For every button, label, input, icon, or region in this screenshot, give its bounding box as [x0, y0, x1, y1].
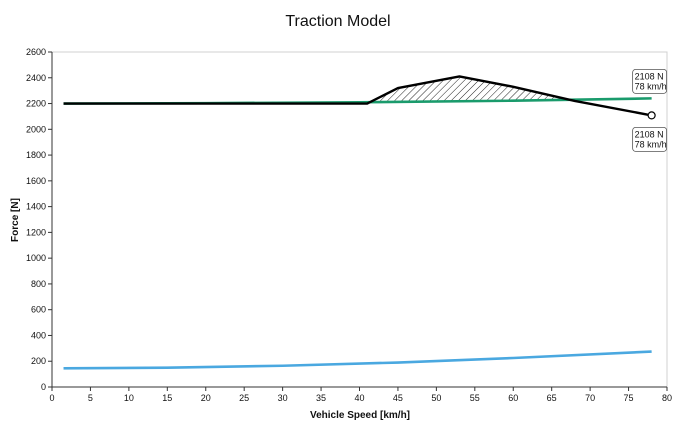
y-tick-label: 1800 — [26, 150, 46, 160]
x-tick-label: 50 — [431, 393, 441, 403]
annotation-speed: 78 km/h — [635, 139, 667, 149]
x-tick-label: 75 — [624, 393, 634, 403]
y-tick-label: 1600 — [26, 176, 46, 186]
plot-area: 0 5 10 15 20 25 30 35 40 45 50 55 60 65 70 75 8002004006… — [26, 47, 672, 403]
annotation-force: 2108 N — [635, 129, 664, 139]
y-tick-label: 2600 — [26, 47, 46, 57]
y-tick-label: 400 — [31, 330, 46, 340]
x-tick-label: 40 — [354, 393, 364, 403]
x-tick-label: 80 — [662, 393, 672, 403]
y-tick-label: 1200 — [26, 227, 46, 237]
x-tick-label: 30 — [278, 393, 288, 403]
chart-title: Traction Model — [285, 13, 390, 30]
annotation-box — [632, 68, 668, 94]
x-tick-label: 45 — [393, 393, 403, 403]
x-tick-label: 60 — [508, 393, 518, 403]
y-axis-title: Force [N] — [10, 198, 21, 242]
x-tick-label: 5 — [88, 393, 93, 403]
y-tick-label: 800 — [31, 279, 46, 289]
y-tick-label: 600 — [31, 305, 46, 315]
series-line-0 — [63, 75, 652, 117]
y-tick-label: 2200 — [26, 99, 46, 109]
x-tick-label: 65 — [547, 393, 557, 403]
x-tick-label: 15 — [162, 393, 172, 403]
annotation-box — [632, 126, 668, 152]
x-tick-label: 20 — [201, 393, 211, 403]
y-tick-label: 2000 — [26, 124, 46, 134]
end-point-marker — [647, 111, 656, 120]
series-line-2 — [63, 350, 652, 370]
y-tick-label: 0 — [41, 382, 46, 392]
y-tick-label: 200 — [31, 356, 46, 366]
x-tick-label: 10 — [124, 393, 134, 403]
x-tick-label: 70 — [585, 393, 595, 403]
hatched-area — [367, 76, 575, 104]
x-tick-label: 0 — [49, 393, 54, 403]
x-tick-label: 55 — [470, 393, 480, 403]
y-tick-label: 1000 — [26, 253, 46, 263]
y-tick-label: 1400 — [26, 202, 46, 212]
x-axis-title: Vehicle Speed [km/h] — [310, 410, 410, 421]
x-tick-label: 25 — [239, 393, 249, 403]
x-tick-label: 35 — [316, 393, 326, 403]
y-tick-label: 2400 — [26, 73, 46, 83]
annotation-speed: 78 km/h — [635, 81, 667, 91]
annotation-force: 2108 N — [635, 71, 664, 81]
